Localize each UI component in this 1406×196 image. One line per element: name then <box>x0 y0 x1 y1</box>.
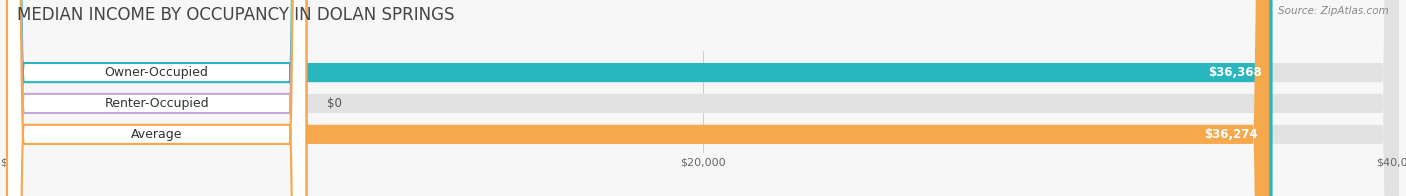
Text: Source: ZipAtlas.com: Source: ZipAtlas.com <box>1278 6 1389 16</box>
FancyBboxPatch shape <box>7 0 307 196</box>
FancyBboxPatch shape <box>7 0 1270 196</box>
Text: MEDIAN INCOME BY OCCUPANCY IN DOLAN SPRINGS: MEDIAN INCOME BY OCCUPANCY IN DOLAN SPRI… <box>17 6 454 24</box>
Text: $0: $0 <box>328 97 342 110</box>
Text: Owner-Occupied: Owner-Occupied <box>104 66 208 79</box>
Text: Renter-Occupied: Renter-Occupied <box>104 97 209 110</box>
Text: $36,274: $36,274 <box>1205 128 1258 141</box>
FancyBboxPatch shape <box>7 0 1399 196</box>
FancyBboxPatch shape <box>7 0 307 196</box>
Text: $36,368: $36,368 <box>1208 66 1261 79</box>
FancyBboxPatch shape <box>7 0 1399 196</box>
FancyBboxPatch shape <box>7 0 1272 196</box>
Text: Average: Average <box>131 128 183 141</box>
FancyBboxPatch shape <box>7 0 307 196</box>
FancyBboxPatch shape <box>7 0 1399 196</box>
